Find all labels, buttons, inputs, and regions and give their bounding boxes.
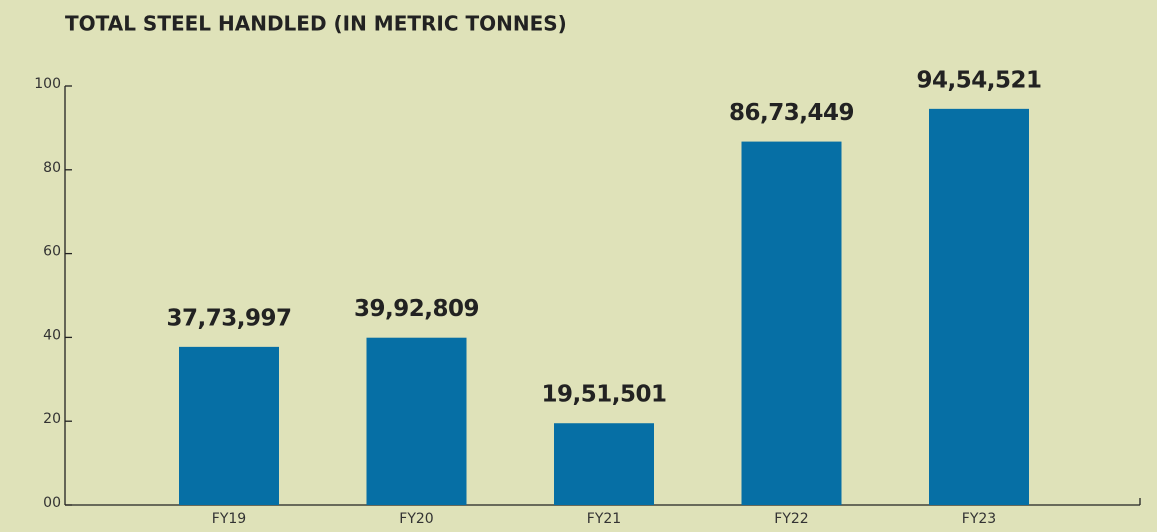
y-tick-label: 20 (43, 411, 61, 427)
bar (741, 141, 842, 505)
x-tick-label: FY21 (587, 511, 621, 527)
bar (929, 108, 1029, 506)
x-tick-label: FY23 (962, 511, 996, 527)
x-tick-label: FY20 (399, 511, 433, 527)
value-label: 19,51,501 (542, 382, 667, 408)
y-tick-label: 60 (43, 244, 61, 260)
x-tick-label: FY22 (774, 511, 808, 527)
value-label: 37,73,997 (167, 305, 292, 331)
bar (179, 346, 279, 505)
bar (366, 337, 467, 505)
chart-title: TOTAL STEEL HANDLED (IN METRIC TONNES) (65, 12, 567, 36)
y-tick-label: 00 (43, 495, 61, 511)
value-label: 86,73,449 (729, 100, 854, 126)
y-tick-label: 40 (43, 327, 61, 343)
y-tick-label: 80 (43, 160, 61, 176)
bar (554, 423, 654, 505)
value-label: 39,92,809 (354, 296, 479, 322)
x-tick-label: FY19 (212, 511, 246, 527)
y-tick-label: 100 (34, 76, 61, 92)
value-label: 94,54,521 (917, 67, 1042, 93)
